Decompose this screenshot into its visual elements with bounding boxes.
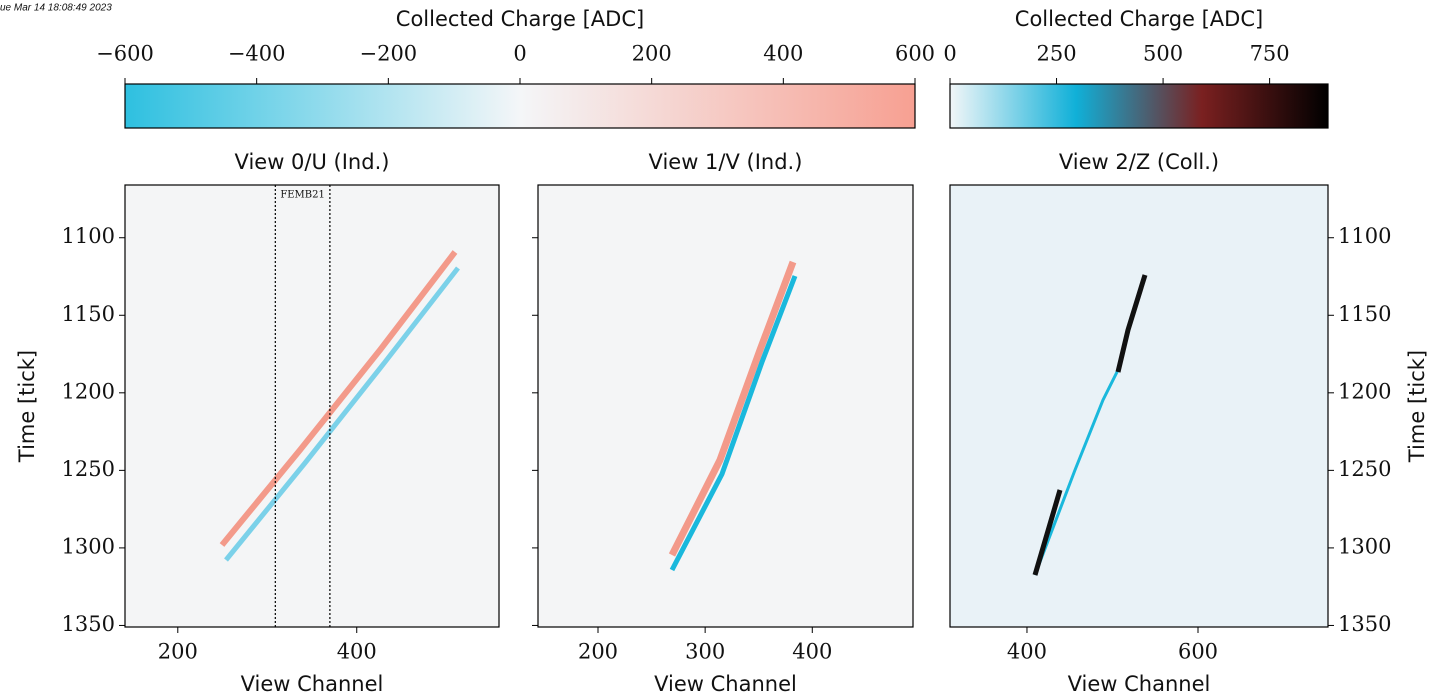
y-tick-label: 1100	[62, 224, 115, 248]
track	[1115, 274, 1148, 373]
track	[219, 250, 458, 547]
panel-frame	[949, 184, 1329, 628]
panel-background	[125, 185, 499, 627]
y-axis-label: Time [tick]	[1405, 350, 1429, 463]
tick-label: 200	[632, 42, 672, 66]
tick-label: 600	[895, 42, 935, 66]
x-tick-label: 300	[685, 640, 725, 664]
x-axis-label: View Channel	[1068, 672, 1211, 696]
panel-title: View 2/Z (Coll.)	[1059, 150, 1219, 174]
track	[1033, 369, 1120, 576]
y-tick-label: 1350	[62, 612, 115, 636]
track	[224, 266, 460, 562]
colorbar-label: Collected Charge [ADC]	[1015, 7, 1263, 31]
y-tick-label: 1300	[1338, 534, 1391, 558]
x-axis-label: View Channel	[241, 672, 384, 696]
tick-label: 750	[1250, 42, 1290, 66]
y-tick-label: 1250	[62, 457, 115, 481]
tick-label: 0	[943, 42, 956, 66]
track	[1032, 489, 1063, 576]
colorbar	[949, 83, 1329, 129]
x-tick-label: 200	[578, 640, 618, 664]
panel-frame	[124, 184, 500, 628]
y-tick-label: 1150	[62, 302, 115, 326]
x-tick-label: 600	[1178, 640, 1218, 664]
x-tick-label: 400	[792, 640, 832, 664]
x-tick-label: 400	[1007, 640, 1047, 664]
y-axis-label: Time [tick]	[15, 350, 39, 463]
panel-title: View 0/U (Ind.)	[235, 150, 390, 174]
header: ue Mar 14 18:08:49 2023	[0, 3, 112, 14]
y-tick-label: 1200	[1338, 379, 1391, 403]
tick-label: 250	[1036, 42, 1076, 66]
x-tick-label: 200	[158, 640, 198, 664]
y-tick-label: 1100	[1338, 224, 1391, 248]
tick-label: 0	[513, 42, 526, 66]
tick-label: −600	[96, 42, 154, 66]
panel-background	[538, 185, 913, 627]
y-tick-label: 1250	[1338, 457, 1391, 481]
panel-background	[950, 185, 1328, 627]
x-axis-label: View Channel	[654, 672, 797, 696]
tick-label: 500	[1143, 42, 1183, 66]
track	[669, 275, 798, 572]
tick-label: −200	[359, 42, 417, 66]
annotation-label: FEMB21	[280, 190, 325, 201]
x-tick-label: 400	[337, 640, 377, 664]
y-tick-label: 1300	[62, 534, 115, 558]
colorbar-label: Collected Charge [ADC]	[396, 7, 644, 31]
panel-frame	[537, 184, 914, 628]
panel-title: View 1/V (Ind.)	[649, 150, 803, 174]
tick-label: −400	[228, 42, 286, 66]
y-tick-label: 1150	[1338, 302, 1391, 326]
y-tick-label: 1200	[62, 379, 115, 403]
colorbar	[124, 83, 916, 129]
track	[668, 260, 797, 557]
y-tick-label: 1350	[1338, 612, 1391, 636]
tick-label: 400	[763, 42, 803, 66]
